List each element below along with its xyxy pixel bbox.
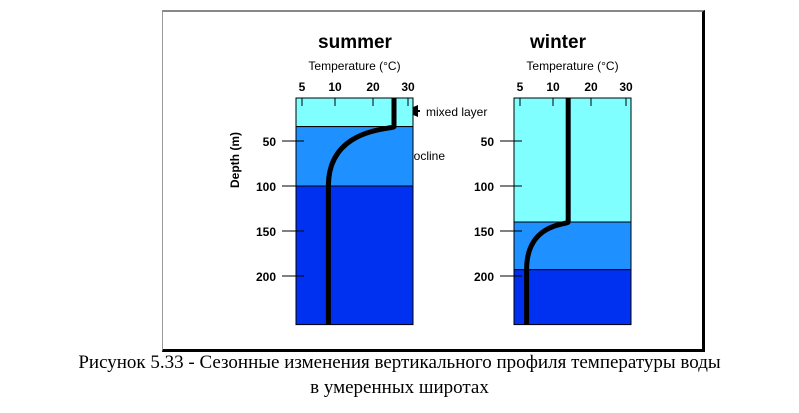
y-tick-label: 100 — [256, 180, 276, 194]
layer-mixed-layer — [513, 97, 632, 223]
summer-panel: summer Temperature (°C)5 10 20 30 50 100 150 200 — [256, 32, 415, 326]
x-tick-label: 30 — [619, 80, 633, 94]
y-tick-label: 150 — [474, 225, 494, 239]
y-tick-label: 50 — [263, 135, 277, 149]
y-tick-label: 200 — [256, 270, 276, 284]
mixed-layer-label: mixed layer — [426, 105, 487, 119]
x-axis-label: Temperature (°C) — [526, 59, 618, 73]
y-tick-label: 50 — [481, 135, 495, 149]
temperature-profile-line — [325, 98, 397, 325]
layer-thermocline — [295, 126, 414, 187]
x-tick-label: 5 — [517, 80, 524, 94]
layer-deep — [295, 185, 414, 326]
x-tick-label: 10 — [546, 80, 560, 94]
y-tick-label: 100 — [474, 180, 494, 194]
x-tick-label: 30 — [401, 80, 415, 94]
y-axis-label: Depth (m) — [228, 132, 242, 188]
panel-title: summer — [318, 32, 393, 53]
y-tick-label: 150 — [256, 225, 276, 239]
panel-title: winter — [529, 32, 587, 53]
x-tick-label: 20 — [584, 80, 598, 94]
x-tick-label: 10 — [328, 80, 342, 94]
caption-line-1: Рисунок 5.33 - Сезонные изменения вертик… — [78, 352, 721, 373]
x-tick-label: 20 — [366, 80, 380, 94]
caption-line-2: в умеренных широтах — [310, 377, 489, 398]
winter-panel: winter Temperature (°C)5 10 20 30 50 100 150 200 — [474, 32, 633, 326]
temperature-profile-line — [524, 98, 571, 325]
mixed-layer-annotation: mixed layer — [404, 105, 487, 119]
layer-deep — [513, 269, 632, 326]
x-axis-label: Temperature (°C) — [308, 59, 400, 73]
x-tick-label: 5 — [299, 80, 306, 94]
y-tick-label: 200 — [474, 270, 494, 284]
